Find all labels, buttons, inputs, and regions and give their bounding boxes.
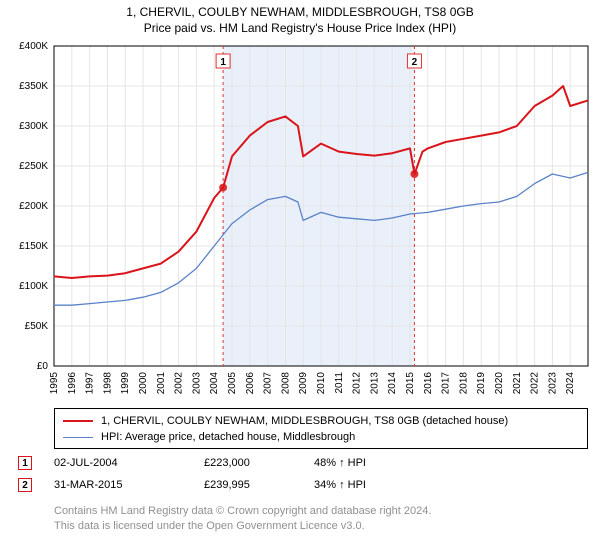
svg-text:2021: 2021 [512,372,523,395]
legend-label: HPI: Average price, detached house, Midd… [101,431,355,443]
svg-text:£100K: £100K [19,281,48,292]
marker-date: 31-MAR-2015 [54,479,204,491]
svg-text:1999: 1999 [120,372,131,395]
legend-row: 1, CHERVIL, COULBY NEWHAM, MIDDLESBROUGH… [63,413,579,429]
svg-text:2009: 2009 [298,372,309,395]
svg-text:2003: 2003 [191,372,202,395]
svg-text:2018: 2018 [458,372,469,395]
legend-row: HPI: Average price, detached house, Midd… [63,429,579,445]
chart-container: 1, CHERVIL, COULBY NEWHAM, MIDDLESBROUGH… [0,0,600,560]
marker-table: 1 02-JUL-2004 £223,000 48% ↑ HPI 2 31-MA… [18,452,588,496]
svg-text:£300K: £300K [19,121,48,132]
svg-text:2002: 2002 [174,372,185,395]
svg-text:£50K: £50K [25,321,49,332]
svg-text:2004: 2004 [209,372,220,395]
marker-row: 1 02-JUL-2004 £223,000 48% ↑ HPI [18,452,588,474]
svg-text:2008: 2008 [280,372,291,395]
chart-svg: £0 £50K £100K £150K £200K £250K £300K £350K £400… [0,40,600,400]
svg-text:2020: 2020 [494,372,505,395]
svg-text:2007: 2007 [263,372,274,395]
svg-text:2022: 2022 [530,372,541,395]
svg-text:2016: 2016 [423,372,434,395]
svg-text:2015: 2015 [405,372,416,395]
svg-text:2017: 2017 [441,372,452,395]
svg-text:1998: 1998 [102,372,113,395]
svg-text:1997: 1997 [85,372,96,395]
marker-row: 2 31-MAR-2015 £239,995 34% ↑ HPI [18,474,588,496]
svg-text:£0: £0 [37,361,49,372]
marker-pct: 48% ↑ HPI [314,457,434,469]
svg-text:2005: 2005 [227,372,238,395]
svg-text:2011: 2011 [334,372,345,394]
legend-label: 1, CHERVIL, COULBY NEWHAM, MIDDLESBROUGH… [101,415,508,427]
marker-badge: 1 [18,456,32,470]
svg-text:1995: 1995 [49,372,60,395]
chart-area: £0 £50K £100K £150K £200K £250K £300K £350K £400… [0,40,600,400]
svg-text:1: 1 [220,57,226,68]
svg-text:2001: 2001 [156,372,167,395]
legend-swatch [63,420,93,422]
svg-text:2006: 2006 [245,372,256,395]
svg-text:2024: 2024 [565,372,576,395]
marker-pct: 34% ↑ HPI [314,479,434,491]
marker-date: 02-JUL-2004 [54,457,204,469]
legend: 1, CHERVIL, COULBY NEWHAM, MIDDLESBROUGH… [54,408,588,449]
svg-text:2: 2 [412,57,418,68]
svg-text:2023: 2023 [547,372,558,395]
svg-text:£350K: £350K [19,81,48,92]
legend-swatch [63,437,93,438]
marker-badge: 2 [18,478,32,492]
marker-price: £223,000 [204,457,314,469]
svg-text:£150K: £150K [19,241,48,252]
svg-text:2010: 2010 [316,372,327,395]
svg-text:2019: 2019 [476,372,487,395]
title-line-2: Price paid vs. HM Land Registry's House … [0,20,600,36]
svg-text:2014: 2014 [387,372,398,395]
title-line-1: 1, CHERVIL, COULBY NEWHAM, MIDDLESBROUGH… [0,4,600,20]
svg-text:£250K: £250K [19,161,48,172]
footer: Contains HM Land Registry data © Crown c… [54,504,431,534]
marker-price: £239,995 [204,479,314,491]
footer-line-1: Contains HM Land Registry data © Crown c… [54,504,431,519]
svg-text:£200K: £200K [19,201,48,212]
svg-text:2000: 2000 [138,372,149,395]
svg-text:2013: 2013 [369,372,380,395]
footer-line-2: This data is licensed under the Open Gov… [54,519,431,534]
svg-text:1996: 1996 [67,372,78,395]
title-block: 1, CHERVIL, COULBY NEWHAM, MIDDLESBROUGH… [0,0,600,36]
svg-text:2012: 2012 [352,372,363,395]
svg-text:£400K: £400K [19,41,48,52]
